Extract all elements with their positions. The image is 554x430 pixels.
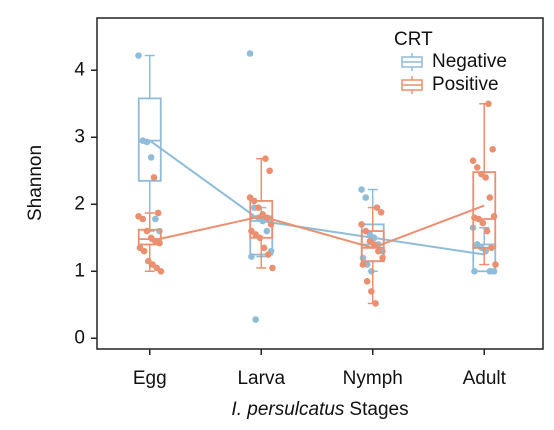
x-axis-label: I. persulcatus Stages	[231, 399, 408, 420]
data-point	[152, 215, 159, 223]
data-point	[358, 186, 365, 193]
y-axis-label: Shannon	[25, 145, 46, 221]
data-point	[487, 244, 495, 252]
data-point	[377, 209, 385, 216]
data-point	[252, 316, 259, 323]
data-point	[143, 227, 151, 235]
data-point	[373, 204, 381, 211]
data-point	[362, 194, 370, 201]
legend-title: CRT	[394, 29, 433, 50]
x-tick-label: Nymph	[343, 368, 403, 389]
data-point	[266, 167, 273, 175]
data-point	[486, 194, 494, 201]
mean-line	[149, 139, 485, 256]
data-point	[471, 267, 478, 275]
data-point	[359, 261, 367, 268]
mean-line	[149, 204, 485, 249]
data-point	[363, 278, 371, 285]
data-point	[139, 215, 147, 223]
box	[472, 243, 497, 273]
data-point	[154, 209, 162, 217]
y-tick-label: 2	[74, 193, 85, 214]
data-point	[469, 157, 477, 165]
x-label-rest: Stages	[349, 399, 408, 420]
data-point	[255, 204, 262, 211]
data-point	[262, 155, 269, 163]
data-point	[492, 261, 499, 268]
data-point	[260, 244, 268, 252]
data-point	[375, 247, 382, 255]
data-point	[368, 267, 375, 275]
legend-label: Negative	[432, 51, 507, 72]
data-point	[246, 50, 254, 57]
data-point	[147, 154, 155, 161]
data-point	[250, 197, 258, 205]
data-point	[264, 251, 272, 258]
data-point	[156, 227, 163, 235]
data-point	[359, 254, 367, 262]
data-point	[362, 227, 370, 235]
y-tick-label: 3	[74, 126, 85, 147]
x-tick-label: Adult	[463, 368, 507, 389]
x-label-italic: I. persulcatus	[231, 399, 344, 420]
data-point	[368, 288, 375, 295]
x-tick-label: Egg	[133, 368, 167, 389]
data-point	[150, 174, 158, 181]
data-point	[263, 227, 271, 235]
data-point	[490, 267, 498, 275]
data-point	[140, 247, 148, 255]
data-point	[267, 221, 275, 228]
data-point	[156, 239, 163, 247]
data-point	[372, 300, 379, 307]
box	[360, 230, 385, 263]
data-point	[483, 227, 491, 235]
data-point	[256, 234, 264, 242]
y-tick-label: 4	[74, 59, 85, 80]
plot-frame	[96, 17, 544, 350]
data-point	[157, 267, 165, 275]
data-point	[490, 213, 498, 220]
data-point	[143, 138, 151, 146]
data-point	[473, 164, 481, 171]
data-point	[269, 264, 276, 272]
data-point	[248, 253, 255, 260]
data-point	[135, 52, 142, 59]
x-tick-label: Larva	[237, 368, 285, 389]
data-point	[482, 174, 489, 181]
data-point	[379, 254, 386, 262]
data-point	[489, 146, 496, 153]
box	[137, 97, 162, 182]
y-tick-label: 0	[74, 327, 85, 348]
data-point	[479, 219, 487, 227]
y-tick-label: 1	[74, 260, 85, 281]
data-point	[485, 100, 492, 108]
legend-label: Positive	[432, 74, 499, 95]
data-point	[475, 215, 482, 223]
data-point	[358, 221, 365, 228]
